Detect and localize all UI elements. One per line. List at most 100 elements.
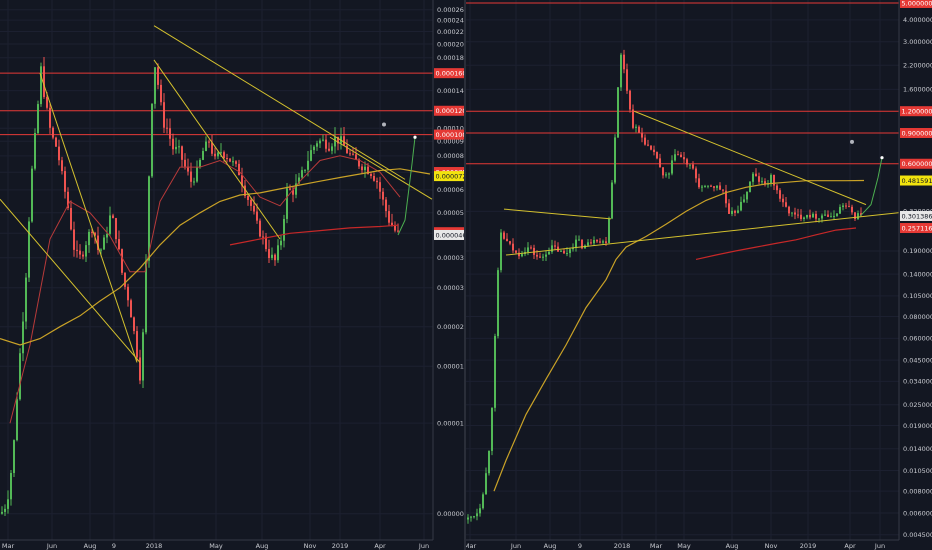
- candle-body: [599, 241, 601, 243]
- candle-body: [830, 216, 832, 218]
- candle-body: [229, 158, 231, 162]
- trendline: [505, 208, 932, 256]
- trendline: [153, 25, 406, 180]
- candle-body: [773, 174, 775, 186]
- candle-body: [752, 173, 754, 182]
- candle-body: [253, 205, 255, 212]
- candle-body: [788, 206, 790, 214]
- candle-body: [103, 237, 105, 250]
- candle-body: [596, 240, 598, 242]
- candle-body: [358, 159, 360, 167]
- candle-body: [259, 220, 261, 237]
- candle-body: [737, 210, 739, 213]
- candle-body: [791, 212, 793, 214]
- candle-body: [614, 137, 616, 183]
- x-tick-label: Mar: [2, 542, 15, 550]
- candle-body: [716, 185, 718, 188]
- panel-divider[interactable]: [464, 0, 466, 550]
- candle-body: [494, 336, 496, 408]
- chart-panel-right[interactable]: 4.00000000 3.00000000 2.20000000 1.60000000…: [466, 0, 932, 550]
- candle-body: [331, 146, 333, 151]
- candle-body: [473, 516, 475, 518]
- candle-body: [827, 214, 829, 217]
- level-tag-bg: [434, 68, 464, 79]
- candle-body: [734, 210, 736, 213]
- candle-body: [43, 66, 45, 97]
- candle-body: [860, 213, 862, 216]
- trendline: [329, 136, 433, 200]
- candle-body: [82, 254, 84, 257]
- candle-body: [839, 207, 841, 214]
- candle-body: [647, 144, 649, 146]
- candle-body: [151, 103, 153, 177]
- y-tick-label: 1.60000000: [903, 86, 932, 94]
- candle-body: [244, 185, 246, 196]
- candle-body: [391, 222, 393, 226]
- candle-body: [551, 245, 553, 252]
- candle-body: [542, 256, 544, 258]
- ma-slow-line: [0, 168, 431, 346]
- candle-body: [385, 199, 387, 212]
- price-axis-background: [899, 0, 932, 550]
- candle-body: [127, 286, 129, 301]
- candle-body: [313, 146, 315, 151]
- candle-body: [800, 214, 802, 220]
- candle-body: [118, 239, 120, 250]
- candle-body: [578, 239, 580, 241]
- candle-body: [13, 440, 15, 473]
- candle-body: [322, 139, 324, 141]
- candle-body: [286, 188, 288, 219]
- candle-body: [37, 104, 39, 133]
- candle-body: [25, 277, 27, 322]
- y-tick-label: 0.00000550: [437, 510, 464, 518]
- candle-body: [779, 190, 781, 199]
- candle-body: [482, 494, 484, 509]
- candle-body: [79, 250, 81, 255]
- candle-body: [289, 188, 291, 190]
- candle-body: [265, 236, 267, 250]
- candle-body: [503, 232, 505, 239]
- candle-body: [572, 247, 574, 250]
- level-tag-bg: [900, 158, 932, 169]
- forecast-end-point: [413, 135, 417, 139]
- candle-body: [241, 175, 243, 186]
- candle-body: [677, 154, 679, 156]
- candle-body: [190, 171, 192, 182]
- candle-body: [316, 143, 318, 147]
- y-tick-label: 0.04500000: [903, 356, 932, 364]
- candle-body: [328, 148, 330, 151]
- candle-body: [785, 202, 787, 207]
- candle-body: [776, 185, 778, 191]
- candle-body: [202, 151, 204, 160]
- level-tag-bg: [900, 0, 932, 8]
- candle-body: [361, 166, 363, 171]
- candle-body: [680, 154, 682, 158]
- candle-body: [620, 54, 622, 88]
- candle-body: [169, 128, 171, 139]
- chart-panel-left[interactable]: 0.00026000 0.00024000 0.00022000 0.00020000…: [0, 0, 464, 550]
- y-tick-label: 0.00008500: [437, 152, 464, 160]
- level-tag-bg: [434, 129, 464, 140]
- candle-body: [301, 170, 303, 178]
- candle-body: [61, 160, 63, 172]
- y-tick-label: 0.01900000: [903, 422, 932, 430]
- price-tag-bg: [434, 171, 464, 182]
- y-tick-label: 0.19000000: [903, 247, 932, 255]
- level-tag-bg: [434, 105, 464, 116]
- candle-body: [575, 239, 577, 248]
- x-tick-label: 9: [578, 542, 582, 550]
- candle-body: [764, 181, 766, 185]
- candle-body: [205, 141, 207, 152]
- price-tag: 0.30138631: [902, 212, 932, 220]
- candlestick-chart-right[interactable]: 4.00000000 3.00000000 2.20000000 1.60000000…: [466, 0, 932, 550]
- candle-body: [181, 146, 183, 160]
- candle-body: [851, 206, 853, 213]
- candle-body: [674, 154, 676, 161]
- candle-body: [160, 84, 162, 103]
- y-tick-label: 0.03400000: [903, 378, 932, 386]
- candlestick-chart-left[interactable]: 0.00026000 0.00024000 0.00022000 0.00020000…: [0, 0, 464, 550]
- x-tick-label: 9: [112, 542, 116, 550]
- candle-body: [671, 160, 673, 174]
- candle-body: [497, 270, 499, 337]
- candle-body: [803, 217, 805, 220]
